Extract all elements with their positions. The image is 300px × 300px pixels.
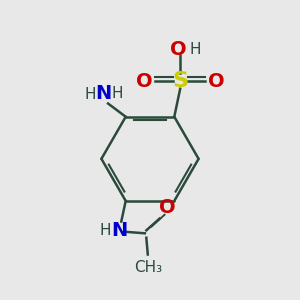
Text: O: O [208,72,224,91]
Text: O: O [159,198,176,217]
Text: S: S [172,71,188,92]
Text: H: H [189,41,201,56]
Text: N: N [112,221,128,240]
Text: N: N [95,84,112,103]
Text: O: O [136,72,153,91]
Text: H: H [111,86,123,101]
Text: CH₃: CH₃ [134,260,162,275]
Text: H: H [99,223,111,238]
Text: H: H [85,87,96,102]
Text: O: O [170,40,187,58]
